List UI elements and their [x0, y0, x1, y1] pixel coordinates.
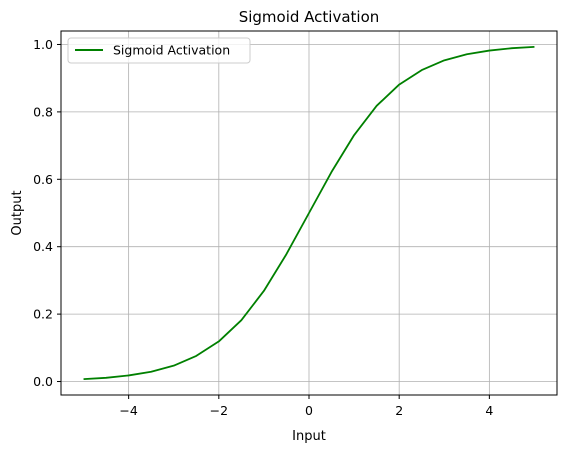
- x-tick-label: 2: [395, 403, 403, 418]
- x-axis-label: Input: [292, 429, 326, 444]
- legend-entry-label: Sigmoid Activation: [113, 43, 230, 58]
- legend-box: [67, 37, 251, 64]
- x-tick-label: −4: [119, 403, 137, 418]
- y-tick-label: 0.6: [33, 172, 53, 187]
- axis-ticks: −4 −2 0 2 4 0.0 0.2 0.4 0.6 0.8 1.0: [33, 37, 493, 418]
- y-tick-label: 1.0: [33, 37, 53, 52]
- plot-series: [83, 45, 535, 381]
- x-tick-label: −2: [210, 403, 228, 418]
- x-tick-label: 4: [485, 403, 493, 418]
- y-tick-label: 0.2: [33, 307, 53, 322]
- y-tick-label: 0.8: [33, 104, 53, 119]
- series-line-sigmoid: [83, 45, 535, 381]
- x-tick-label: 0: [305, 403, 313, 418]
- y-tick-label: 0.4: [33, 239, 53, 254]
- y-tick-label: 0.0: [33, 374, 53, 389]
- plot-area-frame: [60, 30, 558, 396]
- chart-title: Sigmoid Activation: [239, 8, 380, 26]
- legend: Sigmoid Activation: [67, 37, 251, 64]
- y-axis-label: Output: [10, 190, 25, 235]
